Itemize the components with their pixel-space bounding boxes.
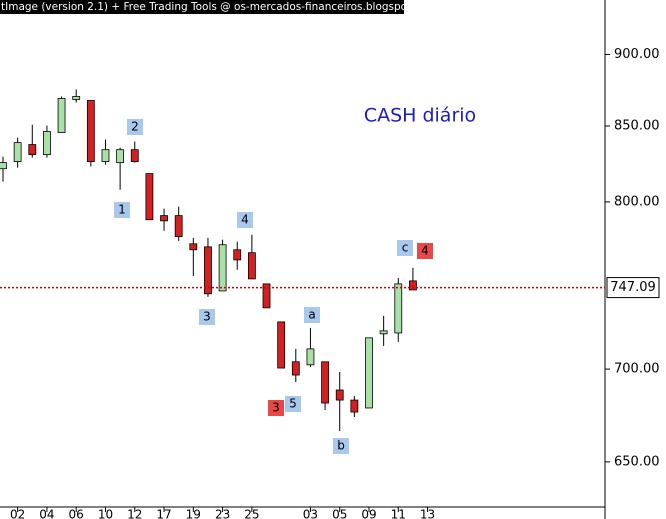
annotation-label: a: [308, 308, 315, 322]
x-tick-label: 19: [186, 508, 201, 519]
candle-body: [130, 149, 139, 162]
candle-body: [365, 337, 373, 409]
annotation-label: 1: [118, 203, 126, 217]
candle-body: [409, 280, 417, 291]
x-tick-label: 23: [215, 508, 230, 519]
annotation-label: 4: [421, 244, 429, 258]
annotation-label: c: [402, 241, 409, 255]
annotation-label: 3: [272, 401, 280, 415]
annotation-box: [114, 202, 130, 218]
candle-body: [145, 173, 154, 221]
x-tick-label: 04: [39, 508, 54, 519]
x-tick-label: 03: [303, 508, 318, 519]
annotation-box: [127, 119, 143, 135]
annotation-label: 5: [289, 397, 297, 411]
header-text: tImage (version 2.1) + Free Trading Tool…: [1, 1, 437, 13]
candle-body: [72, 96, 81, 100]
candle-body: [394, 283, 403, 334]
x-tick-label: 02: [10, 508, 25, 519]
annotation-box: [397, 240, 413, 256]
last-price-label: 747.09: [610, 280, 656, 295]
candle-body: [218, 244, 227, 292]
candle-body: [57, 98, 66, 133]
last-price-box: [606, 277, 660, 299]
candle-body: [233, 249, 242, 261]
candle-body: [204, 246, 212, 295]
x-tick-label: 09: [361, 508, 376, 519]
candle-body: [247, 252, 256, 280]
annotation-box: [417, 243, 433, 259]
candle-body: [43, 131, 51, 156]
candle-body: [262, 283, 271, 309]
chart-title: CASH diário: [364, 105, 476, 127]
y-tick-label: 800.00: [614, 194, 660, 209]
candle-body: [350, 399, 359, 413]
y-tick-label: 650.00: [614, 454, 660, 469]
x-tick-label: 11: [391, 508, 406, 519]
y-tick-label: 700.00: [614, 362, 660, 377]
header-bar: [0, 0, 404, 14]
annotation-box: [285, 396, 301, 412]
annotation-box: [304, 307, 320, 323]
candle-body: [321, 361, 329, 404]
candle-body: [277, 321, 286, 369]
x-tick-label: 25: [244, 508, 259, 519]
annotation-box: [199, 309, 215, 325]
annotation-box: [237, 212, 253, 228]
annotation-label: 4: [241, 213, 249, 227]
x-tick-label: 10: [98, 508, 113, 519]
candle-body: [189, 243, 198, 251]
candle-body: [306, 348, 315, 366]
x-tick-label: 05: [332, 508, 347, 519]
candle-body: [101, 149, 110, 162]
x-tick-label: 13: [420, 508, 435, 519]
x-tick-label: 12: [127, 508, 142, 519]
annotation-box: [268, 400, 284, 416]
x-tick-label: 06: [69, 508, 84, 519]
candle-body: [379, 330, 388, 335]
candle-body: [116, 149, 125, 164]
candle-body: [13, 142, 22, 162]
candle-body: [174, 215, 183, 238]
candle-body: [335, 389, 344, 401]
candle-body: [0, 162, 7, 170]
candle-body: [291, 361, 300, 376]
candle-body: [28, 144, 37, 156]
y-tick-label: 900.00: [614, 47, 660, 62]
candle-body: [86, 100, 95, 162]
annotation-box: [333, 438, 349, 454]
annotation-label: 2: [131, 120, 139, 134]
annotation-label: b: [337, 439, 345, 453]
x-tick-label: 17: [156, 508, 171, 519]
annotation-label: 3: [203, 310, 211, 324]
y-tick-label: 850.00: [614, 119, 660, 134]
candle-body: [160, 215, 168, 222]
